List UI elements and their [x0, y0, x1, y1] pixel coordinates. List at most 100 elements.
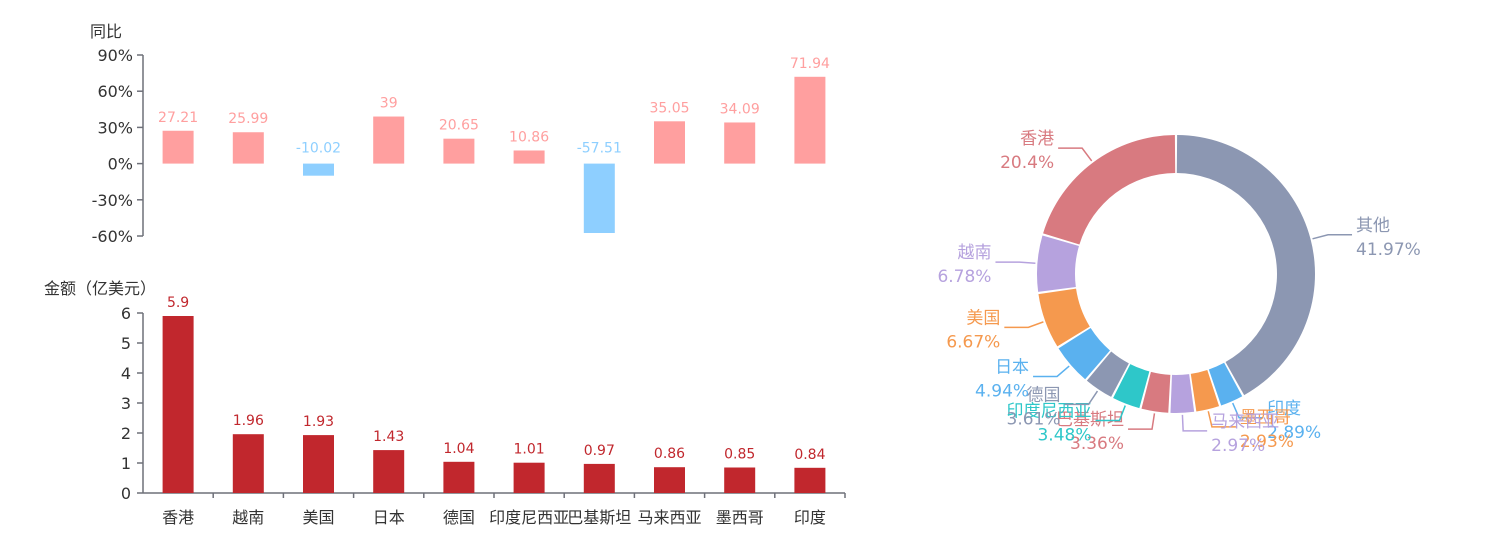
yoy-y-tick-label: 60%	[97, 82, 133, 101]
donut-slice-name: 日本	[995, 357, 1029, 377]
x-category-label: 德国	[443, 508, 475, 527]
amount-data-label: 1.04	[443, 441, 474, 457]
yoy-bar	[794, 76, 826, 164]
donut-slice-name: 香港	[1020, 129, 1054, 149]
yoy-data-label: 34.09	[720, 101, 760, 117]
x-category-label: 墨西哥	[716, 508, 764, 527]
donut-slice-name: 印度尼西亚	[1006, 401, 1091, 421]
x-category-label: 印度	[794, 508, 826, 527]
donut-slice-percent: 2.97%	[1211, 436, 1265, 456]
donut-leader-line	[1181, 414, 1208, 432]
yoy-data-label: 27.21	[158, 110, 198, 126]
amount-data-label: 0.86	[654, 446, 685, 462]
yoy-bar	[583, 163, 615, 233]
amount-data-label: 1.96	[233, 413, 264, 429]
donut-slice-percent: 20.4%	[1000, 153, 1054, 173]
donut-slice-name: 印度	[1267, 399, 1301, 419]
donut-slice	[1176, 135, 1316, 396]
yoy-bar-chart: 同比 90% 60% 30% 0% -30% -60% 27.21 25.99 -10.02 39…	[90, 22, 830, 246]
yoy-data-label: -57.51	[577, 141, 622, 157]
donut-leader-line	[1004, 321, 1044, 329]
donut-slice	[1208, 362, 1243, 406]
x-category-label: 马来西亚	[637, 508, 701, 527]
amount-y-tick-label: 3	[121, 394, 131, 413]
yoy-y-tick-label: 0%	[108, 155, 133, 174]
donut-slice	[1113, 364, 1150, 409]
amount-bar-chart: 金额（亿美元） 6 5 4 3 2 1 0 5.9 香港 1.96 越南 1.93 美国 1.43 日本 1.…	[44, 279, 846, 527]
yoy-data-label: 39	[380, 96, 398, 112]
donut-leader-line	[1232, 402, 1264, 419]
donut-slice-name: 巴基斯坦	[1056, 410, 1124, 430]
donut-slice-name: 其他	[1356, 216, 1390, 236]
donut-leader-line	[1207, 411, 1236, 428]
yoy-bar	[654, 121, 685, 164]
yoy-y-tick-label: -30%	[92, 191, 133, 210]
donut-leader-line	[1033, 365, 1070, 378]
yoy-bar	[724, 122, 756, 164]
x-category-label: 越南	[232, 508, 264, 527]
amount-bar	[583, 463, 615, 493]
amount-data-label: 0.84	[794, 447, 825, 463]
donut-slice-percent: 4.94%	[975, 381, 1029, 401]
donut-slice	[1141, 371, 1171, 413]
donut-slice-name: 马来西亚	[1211, 412, 1279, 432]
donut-slice-percent: 3.61%	[1007, 409, 1061, 429]
yoy-bar	[303, 163, 334, 176]
amount-y-tick-label: 6	[121, 304, 131, 323]
yoy-data-label: -10.02	[296, 141, 341, 157]
donut-leader-line	[1128, 413, 1156, 430]
donut-leader-line	[1064, 390, 1099, 406]
donut-slice	[1170, 374, 1195, 413]
yoy-bar	[162, 130, 194, 164]
amount-bar	[513, 462, 545, 493]
donut-slice	[1036, 235, 1079, 292]
x-category-label: 印度尼西亚	[489, 508, 569, 527]
amount-data-label: 1.01	[514, 442, 545, 458]
donut-slice-name: 美国	[966, 308, 1000, 328]
amount-data-label: 0.97	[584, 443, 615, 459]
yoy-bar	[232, 132, 264, 164]
donut-slice	[1043, 135, 1176, 245]
amount-y-tick-label: 1	[121, 454, 131, 473]
donut-slice-percent: 2.93%	[1240, 432, 1294, 452]
yoy-y-tick-label: 90%	[97, 46, 133, 65]
amount-y-tick-label: 0	[121, 484, 131, 503]
yoy-data-label: 25.99	[228, 111, 268, 127]
amount-y-tick-label: 5	[121, 334, 131, 353]
yoy-bar	[513, 150, 545, 164]
donut-slice-percent: 6.78%	[937, 267, 991, 287]
amount-bar	[162, 316, 194, 493]
x-category-label: 香港	[162, 508, 194, 527]
donut-slice-name: 德国	[1027, 385, 1061, 405]
yoy-bar	[443, 138, 475, 164]
yoy-bar	[373, 116, 405, 164]
yoy-data-label: 20.65	[439, 118, 479, 134]
amount-bar	[303, 435, 334, 493]
amount-bar	[724, 467, 756, 493]
donut-slice-percent: 2.89%	[1267, 423, 1321, 443]
yoy-y-tick-label: 30%	[97, 118, 133, 137]
x-category-label: 日本	[373, 508, 405, 527]
x-category-label: 巴基斯坦	[567, 508, 631, 527]
donut-slice-percent: 3.48%	[1037, 425, 1091, 445]
share-donut-chart: 其他 41.97% 印度 2.89%墨西哥 2.93%马来西亚 2.97% 巴基斯坦 3.36…	[937, 129, 1420, 456]
amount-data-label: 1.43	[373, 429, 404, 445]
donut-slice-name: 墨西哥	[1240, 408, 1291, 428]
x-category-label: 美国	[302, 508, 334, 527]
donut-slice	[1038, 288, 1090, 347]
amount-data-label: 5.9	[167, 295, 189, 311]
donut-slice-percent: 3.36%	[1070, 434, 1124, 454]
yoy-data-label: 10.86	[509, 129, 549, 145]
donut-slice-percent: 41.97%	[1356, 240, 1421, 260]
amount-data-label: 0.85	[724, 447, 755, 463]
donut-slice-name: 越南	[957, 243, 991, 263]
amount-data-label: 1.93	[303, 414, 334, 430]
donut-leader-line	[995, 261, 1036, 265]
amount-bar	[373, 450, 405, 493]
donut-slice	[1086, 351, 1129, 397]
yoy-data-label: 35.05	[649, 100, 689, 116]
amount-bar	[654, 467, 685, 493]
yoy-y-tick-label: -60%	[92, 227, 133, 246]
donut-slice-percent: 6.67%	[946, 332, 1000, 352]
